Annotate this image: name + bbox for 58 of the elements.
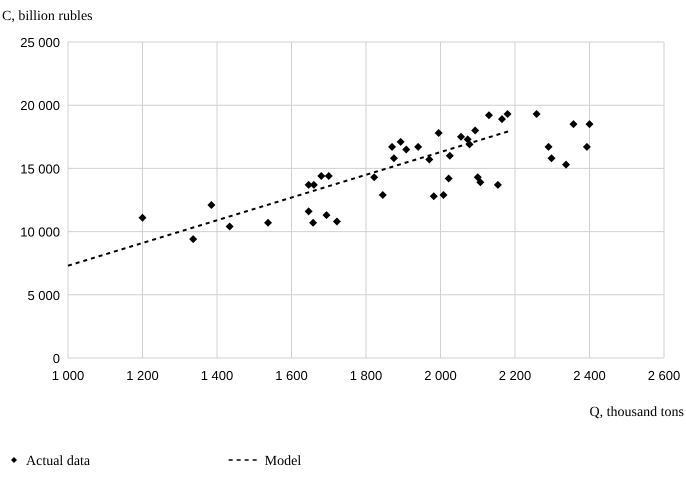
y-tick-label: 0: [52, 351, 60, 366]
point: [317, 172, 326, 180]
y-tick-label: 10 000: [20, 224, 60, 240]
point: [388, 142, 396, 151]
y-tick-label: 25 000: [20, 35, 60, 50]
point: [498, 115, 506, 124]
point: [446, 152, 454, 160]
point: [544, 142, 553, 151]
point: [430, 192, 438, 200]
x-tick-label: 2 200: [498, 368, 532, 383]
legend-label: Model: [264, 454, 302, 469]
point: [456, 132, 465, 141]
point: [474, 173, 482, 182]
point: [402, 145, 410, 154]
point: [434, 129, 443, 138]
x-tick-label: 2 600: [648, 368, 680, 383]
point: [322, 211, 331, 220]
point: [582, 142, 591, 151]
x-tick-label: 1 800: [350, 368, 382, 383]
point: [207, 201, 216, 210]
x-tick-label: 2 400: [573, 368, 606, 383]
x-tick-label: 1 000: [52, 368, 84, 383]
point: [226, 222, 234, 231]
point: [471, 126, 480, 134]
point: [476, 178, 484, 186]
point: [444, 174, 453, 183]
point: [494, 180, 502, 189]
x-tick-label: 1 600: [275, 368, 308, 383]
y-axis-title: C, billion rubles: [2, 9, 93, 24]
point: [304, 207, 313, 216]
point: [439, 190, 448, 199]
point: [396, 138, 405, 146]
x-axis-title: Q, thousand tons: [590, 405, 684, 420]
x-tick-label: 2 000: [424, 368, 457, 383]
point: [586, 120, 594, 128]
point: [138, 214, 146, 222]
point: [332, 217, 341, 226]
point: [532, 110, 541, 118]
point: [189, 235, 198, 244]
point: [264, 218, 272, 227]
point: [548, 154, 556, 162]
point: [414, 142, 422, 151]
x-tick-label: 1 400: [200, 368, 234, 383]
point: [425, 156, 434, 164]
y-tick-label: 5 000: [27, 288, 60, 303]
point: [309, 218, 318, 227]
point: [324, 172, 333, 180]
y-tick-label: 20 000: [20, 98, 60, 114]
point: [562, 160, 570, 169]
point: [370, 173, 378, 182]
point: [390, 154, 398, 162]
y-tick-label: 15 000: [20, 161, 60, 176]
point: [484, 111, 493, 120]
x-tick-label: 1 200: [126, 368, 159, 383]
point: [378, 190, 387, 199]
legend-label: Actual data: [26, 454, 91, 469]
point: [504, 110, 512, 118]
point: [569, 120, 578, 128]
